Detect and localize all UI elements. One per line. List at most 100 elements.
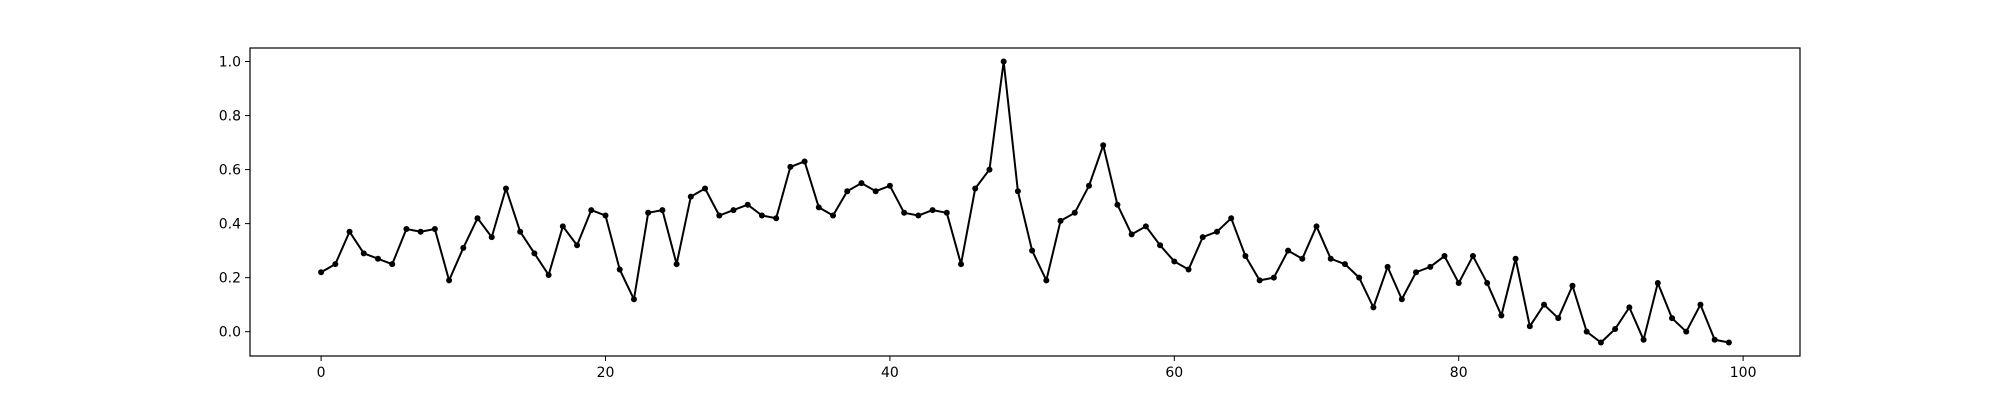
data-point-0-21 — [616, 266, 623, 273]
data-point-0-97 — [1697, 301, 1704, 308]
data-point-0-62 — [1199, 234, 1206, 241]
plot-frame — [249, 47, 1801, 357]
data-point-0-25 — [673, 261, 680, 268]
x-tick-label-2: 40 — [881, 365, 899, 381]
data-point-0-76 — [1398, 296, 1405, 303]
data-point-0-89 — [1583, 328, 1590, 335]
data-point-0-27 — [702, 185, 709, 192]
data-point-0-41 — [901, 209, 908, 216]
data-point-0-95 — [1669, 315, 1676, 322]
data-point-0-93 — [1640, 336, 1647, 343]
data-point-0-4 — [374, 255, 381, 262]
data-point-0-35 — [815, 204, 822, 211]
data-point-0-13 — [502, 185, 509, 192]
data-point-0-81 — [1469, 253, 1476, 260]
data-point-0-55 — [1100, 142, 1107, 149]
data-point-0-66 — [1256, 277, 1263, 284]
data-point-0-85 — [1526, 323, 1533, 330]
data-point-0-78 — [1427, 263, 1434, 270]
data-point-0-2 — [346, 228, 353, 235]
data-point-0-23 — [645, 209, 652, 216]
data-point-0-36 — [830, 212, 837, 219]
data-point-0-71 — [1327, 255, 1334, 262]
y-tick-label-1: 0.2 — [219, 271, 241, 287]
series-line-0 — [320, 60, 1730, 344]
data-point-0-15 — [531, 250, 538, 257]
y-tick-label-0: 0.0 — [219, 325, 241, 341]
data-point-0-74 — [1370, 304, 1377, 311]
data-point-0-28 — [716, 212, 723, 219]
data-point-0-18 — [574, 242, 581, 249]
data-point-0-58 — [1142, 223, 1149, 230]
data-point-0-43 — [929, 207, 936, 214]
data-point-0-34 — [801, 158, 808, 165]
data-point-0-99 — [1725, 339, 1732, 346]
data-point-0-5 — [389, 261, 396, 268]
data-point-0-98 — [1711, 336, 1718, 343]
data-point-0-0 — [318, 269, 325, 276]
data-point-0-47 — [986, 166, 993, 173]
plot-layer: 0 20 40 60 80 100 0.0 0.2 0.4 0.6 0.8 1.0 — [219, 55, 1757, 381]
data-point-0-17 — [559, 223, 566, 230]
x-tick-label-5: 100 — [1730, 365, 1757, 381]
data-point-0-11 — [474, 215, 481, 222]
data-point-0-53 — [1071, 209, 1078, 216]
data-point-0-32 — [773, 215, 780, 222]
y-tick-label-5: 1.0 — [219, 55, 241, 71]
data-point-0-90 — [1597, 339, 1604, 346]
data-point-0-68 — [1285, 247, 1292, 254]
data-point-0-56 — [1114, 201, 1121, 208]
data-point-0-51 — [1043, 277, 1050, 284]
data-point-0-82 — [1484, 280, 1491, 287]
data-point-0-79 — [1441, 253, 1448, 260]
data-point-0-20 — [602, 212, 609, 219]
data-point-0-73 — [1356, 274, 1363, 281]
data-point-0-88 — [1569, 282, 1576, 289]
y-tick-label-2: 0.4 — [219, 217, 241, 233]
x-tick-label-4: 80 — [1450, 365, 1468, 381]
data-point-0-10 — [460, 244, 467, 251]
data-point-0-65 — [1242, 253, 1249, 260]
data-point-0-60 — [1171, 258, 1178, 265]
data-point-0-92 — [1626, 304, 1633, 311]
data-point-0-75 — [1384, 263, 1391, 270]
data-point-0-96 — [1683, 328, 1690, 335]
data-point-0-6 — [403, 226, 410, 233]
data-point-0-3 — [360, 250, 367, 257]
data-point-0-45 — [958, 261, 965, 268]
data-point-0-91 — [1612, 325, 1619, 332]
data-point-0-16 — [545, 271, 552, 278]
data-point-0-31 — [758, 212, 765, 219]
data-point-0-49 — [1014, 188, 1021, 195]
data-point-0-26 — [687, 193, 694, 200]
data-point-0-50 — [1029, 247, 1036, 254]
data-point-0-64 — [1228, 215, 1235, 222]
data-point-0-57 — [1128, 231, 1135, 238]
data-point-0-70 — [1313, 223, 1320, 230]
x-tick-label-3: 60 — [1165, 365, 1183, 381]
data-point-0-77 — [1413, 269, 1420, 276]
data-point-0-24 — [659, 207, 666, 214]
data-point-0-46 — [972, 185, 979, 192]
data-point-0-12 — [488, 234, 495, 241]
y-tick-label-4: 0.8 — [219, 109, 241, 125]
data-point-0-72 — [1341, 261, 1348, 268]
x-tick-label-0: 0 — [317, 365, 326, 381]
data-point-0-86 — [1541, 301, 1548, 308]
data-point-0-38 — [858, 180, 865, 187]
data-point-0-83 — [1498, 312, 1505, 319]
x-tick-label-1: 20 — [597, 365, 615, 381]
data-point-0-87 — [1555, 315, 1562, 322]
data-point-0-7 — [417, 228, 424, 235]
data-point-0-42 — [915, 212, 922, 219]
data-point-0-22 — [630, 296, 637, 303]
data-point-0-37 — [844, 188, 851, 195]
data-point-0-19 — [588, 207, 595, 214]
data-point-0-30 — [744, 201, 751, 208]
data-point-0-39 — [872, 188, 879, 195]
data-point-0-69 — [1299, 255, 1306, 262]
data-point-0-61 — [1185, 266, 1192, 273]
data-point-0-63 — [1213, 228, 1220, 235]
